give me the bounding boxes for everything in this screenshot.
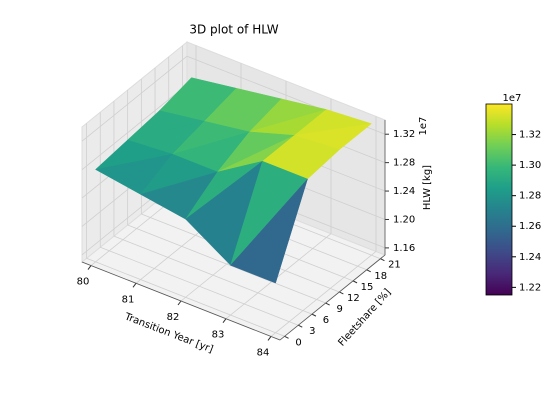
grid-line <box>127 224 326 304</box>
x-tick <box>222 318 227 324</box>
y-tick-label: 12 <box>347 293 360 304</box>
y-tick <box>311 313 317 317</box>
y-tick <box>284 335 289 339</box>
z-tick-label: 1.24 <box>393 186 415 197</box>
colorbar <box>485 103 513 296</box>
x-tick-label: 82 <box>167 312 180 323</box>
z-tick-label: 1.28 <box>393 158 415 169</box>
grid-line <box>113 235 313 315</box>
colorbar-tick-label: 1.22 <box>519 282 541 293</box>
y-tick-label: 9 <box>336 304 342 315</box>
y-tick <box>325 302 330 306</box>
colorbar-tick-label: 1.24 <box>519 252 541 263</box>
y-tick-label: 3 <box>309 326 315 337</box>
x-tick <box>267 336 272 341</box>
y-tick-label: 6 <box>323 315 329 326</box>
z-tick-label: 1.16 <box>393 243 415 254</box>
y-tick <box>380 258 385 262</box>
grid-line <box>100 246 299 326</box>
axis-line <box>279 254 386 341</box>
colorbar-tick-label: 1.32 <box>519 130 541 141</box>
colorbar-tick-label: 1.30 <box>519 160 541 171</box>
y-tick <box>352 280 358 284</box>
colorbar-offset-label: 1e7 <box>503 93 522 104</box>
colorbar-tick-label: 1.28 <box>519 191 541 202</box>
y-tick-label: 15 <box>361 282 374 293</box>
y-tick-label: 18 <box>374 271 387 282</box>
x-tick-label: 84 <box>257 347 270 358</box>
x-tick-label: 81 <box>122 294 135 305</box>
x-tick-label: 83 <box>212 330 225 341</box>
grid-line <box>270 251 377 337</box>
chart-title: 3D plot of HLW <box>189 23 278 37</box>
x-tick <box>132 282 137 288</box>
y-tick-label: 21 <box>388 260 401 271</box>
grid-line <box>225 233 332 320</box>
y-tick <box>366 269 371 273</box>
axis-line <box>81 261 281 341</box>
x-tick <box>87 265 92 270</box>
y-tick <box>298 324 303 328</box>
grid-line <box>81 84 188 170</box>
z-tick-label: 1.32 <box>393 129 415 140</box>
y-tick-label: 0 <box>295 337 301 348</box>
y-tick <box>339 291 344 295</box>
z-tick-label: 1.20 <box>393 214 415 225</box>
surface-facet <box>230 178 308 284</box>
z-offset-label: 1e7 <box>418 117 429 136</box>
grid-line <box>86 257 285 337</box>
colorbar-tick-label: 1.26 <box>519 221 541 232</box>
z-axis-label: HLW [kg] <box>422 165 433 210</box>
x-tick <box>177 300 182 306</box>
grid-line <box>81 55 188 142</box>
y-axis-label: Fleetshare [%] <box>336 287 393 349</box>
x-tick-label: 80 <box>77 277 90 288</box>
